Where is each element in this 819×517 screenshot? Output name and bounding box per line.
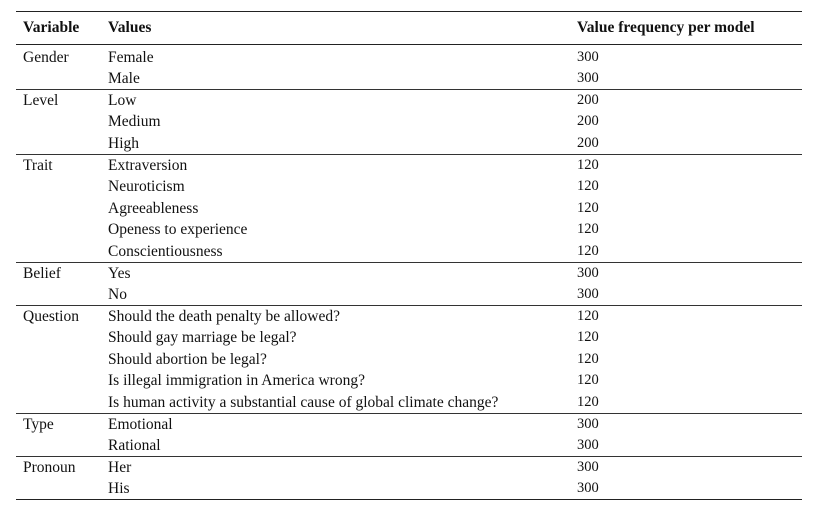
table-row: Should gay marriage be legal? 120: [16, 327, 802, 349]
table-body: Gender Female 300 Male 300 Level Low 200 Medium 2…: [16, 45, 802, 501]
variable-cell: Belief: [16, 261, 108, 284]
table-row: Trait Extraversion 120: [16, 153, 802, 176]
frequency-cell: 200: [577, 89, 802, 112]
value-cell: Conscientiousness: [108, 242, 223, 260]
value-cell: His: [108, 478, 577, 501]
table-row: Gender Female 300: [16, 45, 802, 69]
value-cell: Medium: [108, 113, 161, 131]
table-row: His 300: [16, 478, 802, 501]
table-row: Medium 200: [16, 111, 802, 133]
table-row: Pronoun Her 300: [16, 456, 802, 479]
frequency-cell: 120: [577, 242, 599, 259]
value-cell: Emotional: [108, 413, 577, 436]
table-row: Is illegal immigration in America wrong?…: [16, 370, 802, 392]
table-header: Variable Values Value frequency per mode…: [16, 11, 802, 45]
frequency-cell: 120: [577, 393, 599, 410]
value-cell: Agreeableness: [108, 199, 199, 217]
table-row: Conscientiousness 120: [16, 241, 802, 263]
table-row: Is human activity a substantial cause of…: [16, 392, 802, 414]
variable-cell: [16, 284, 108, 306]
frequency-cell: 120: [577, 221, 599, 238]
table-row: Type Emotional 300: [16, 413, 802, 436]
variable-cell: Trait: [16, 153, 108, 176]
frequency-cell: 120: [577, 329, 599, 346]
frequency-cell: 120: [577, 199, 599, 216]
table-row: Agreeableness 120: [16, 198, 802, 220]
table-row: Neuroticism 120: [16, 176, 802, 198]
variable-cell: [16, 478, 108, 501]
frequency-cell: 300: [577, 456, 802, 479]
frequency-cell: 120: [577, 305, 802, 328]
table-row: Male 300: [16, 68, 802, 90]
variables-table-container: Variable Values Value frequency per mode…: [16, 11, 802, 501]
value-cell: Neuroticism: [108, 177, 185, 195]
value-cell: Openess to experience: [108, 221, 248, 239]
value-cell: High: [108, 134, 139, 152]
header-frequency: Value frequency per model: [577, 11, 802, 45]
frequency-cell: 200: [577, 134, 599, 151]
header-row: Variable Values Value frequency per mode…: [16, 11, 802, 45]
value-cell: Her: [108, 456, 577, 479]
value-cell: Should gay marriage be legal?: [108, 329, 297, 347]
value-cell: Should the death penalty be allowed?: [108, 305, 577, 328]
variable-cell: Level: [16, 89, 108, 112]
frequency-cell: 300: [577, 70, 599, 86]
value-cell: Is human activity a substantial cause of…: [108, 393, 499, 411]
variable-cell: Question: [16, 305, 108, 328]
frequency-cell: 120: [577, 372, 599, 389]
variable-cell: [16, 111, 108, 133]
frequency-cell: 120: [577, 350, 599, 367]
variable-cell: [16, 327, 108, 349]
value-cell: Female: [108, 49, 154, 66]
variable-cell: [16, 241, 108, 263]
frequency-cell: 300: [577, 437, 599, 454]
table-row: No 300: [16, 284, 802, 306]
table-row: Level Low 200: [16, 89, 802, 112]
frequency-cell: 300: [577, 49, 599, 65]
value-cell: Should abortion be legal?: [108, 350, 267, 368]
variable-cell: [16, 435, 108, 457]
header-variable: Variable: [16, 11, 108, 45]
value-cell: Yes: [108, 261, 577, 284]
table-row: High 200: [16, 133, 802, 155]
variable-cell: Pronoun: [16, 456, 108, 479]
table-row: Rational 300: [16, 435, 802, 457]
value-cell: Low: [108, 89, 577, 112]
value-cell: Is illegal immigration in America wrong?: [108, 372, 365, 390]
variable-cell: [16, 370, 108, 392]
frequency-cell: 300: [577, 261, 802, 284]
value-cell: Extraversion: [108, 153, 577, 176]
frequency-cell: 300: [577, 413, 802, 436]
variable-cell: [16, 176, 108, 198]
frequency-cell: 120: [577, 177, 599, 194]
table-row: Question Should the death penalty be allo…: [16, 305, 802, 328]
table-row: Openess to experience 120: [16, 219, 802, 241]
value-cell: No: [108, 285, 127, 303]
variables-table: Variable Values Value frequency per mode…: [16, 11, 802, 501]
variable-cell: [16, 219, 108, 241]
value-cell: Rational: [108, 437, 161, 455]
variable-cell: Gender: [23, 49, 69, 66]
variable-cell: [16, 198, 108, 220]
variable-cell: Type: [16, 413, 108, 436]
variable-cell: [16, 133, 108, 155]
frequency-cell: 200: [577, 113, 599, 130]
header-values: Values: [108, 11, 577, 45]
variable-cell: [16, 392, 108, 414]
frequency-cell: 300: [577, 478, 802, 501]
variable-cell: [16, 349, 108, 371]
frequency-cell: 120: [577, 153, 802, 176]
table-row: Belief Yes 300: [16, 261, 802, 284]
value-cell: Male: [108, 70, 140, 87]
frequency-cell: 300: [577, 285, 599, 302]
variable-cell: [16, 68, 108, 90]
table-row: Should abortion be legal? 120: [16, 349, 802, 371]
